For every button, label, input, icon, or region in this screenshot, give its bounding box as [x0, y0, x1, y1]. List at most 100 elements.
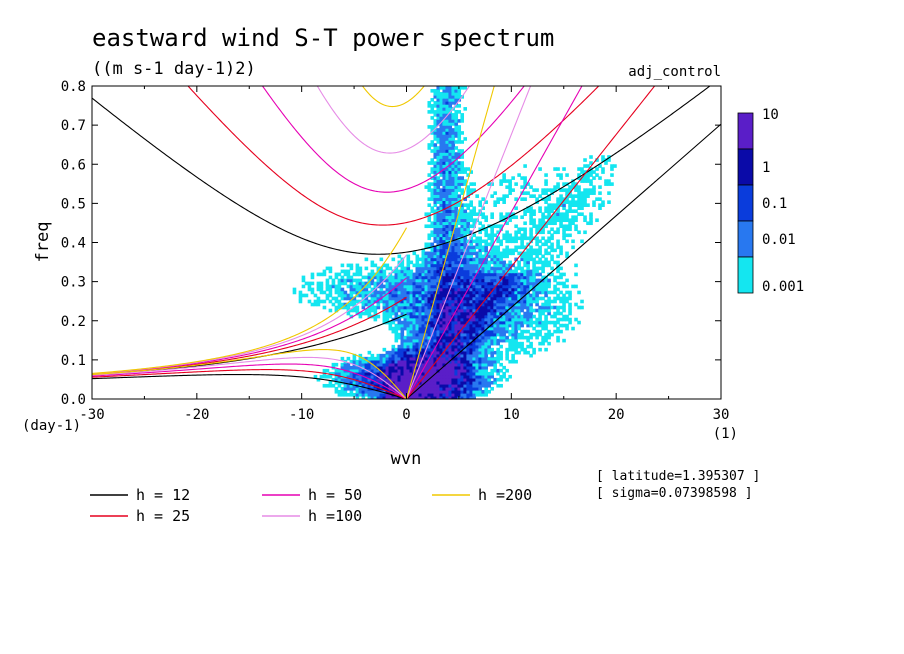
contour-cell — [460, 314, 465, 319]
contour-cell — [424, 251, 429, 256]
contour-cell — [481, 347, 485, 352]
contour-cell — [565, 218, 569, 223]
contour-cell — [568, 224, 572, 229]
contour-cell — [409, 260, 414, 265]
contour-cell — [433, 392, 438, 397]
contour-cell — [370, 260, 375, 265]
contour-cell — [364, 371, 369, 376]
contour-cell — [529, 344, 533, 349]
contour-cell — [466, 212, 470, 217]
contour-cell — [553, 248, 557, 253]
contour-cell — [433, 128, 438, 132]
contour-cell — [490, 260, 494, 265]
contour-cell — [505, 329, 509, 334]
contour-cell — [382, 374, 387, 379]
contour-cell — [379, 299, 384, 304]
contour-cell — [487, 278, 491, 283]
contour-cell — [523, 296, 527, 301]
contour-cell — [532, 347, 536, 352]
inertia-gravity-curve — [316, 86, 471, 154]
contour-cell — [424, 386, 429, 391]
contour-cell — [466, 314, 470, 319]
contour-cell — [445, 356, 450, 361]
contour-cell — [541, 281, 545, 286]
contour-cell — [448, 227, 453, 232]
contour-cell — [523, 299, 527, 304]
contour-cell — [442, 203, 447, 207]
contour-cell — [424, 305, 429, 310]
contour-cell — [439, 257, 444, 262]
contour-cell — [466, 353, 470, 358]
contour-cell — [583, 218, 587, 223]
contour-cell — [535, 260, 539, 265]
contour-cell — [451, 206, 456, 210]
contour-cell — [481, 374, 485, 379]
contour-cell — [562, 272, 566, 277]
contour-cell — [538, 320, 542, 325]
contour-cell — [445, 230, 450, 235]
contour-cell — [463, 392, 468, 397]
contour-cell — [520, 236, 524, 241]
contour-cell — [409, 317, 414, 322]
contour-cell — [340, 275, 345, 280]
contour-cell — [466, 188, 470, 192]
contour-cell — [508, 239, 512, 244]
contour-cell — [466, 206, 470, 210]
contour-cell — [472, 212, 476, 217]
contour-cell — [406, 308, 411, 313]
contour-cell — [448, 101, 453, 105]
contour-cell — [442, 266, 447, 271]
contour-cell — [403, 380, 408, 385]
contour-cell — [451, 182, 456, 186]
contour-cell — [355, 269, 360, 274]
contour-cell — [382, 317, 387, 322]
contour-cell — [472, 320, 476, 325]
contour-cell — [496, 287, 500, 292]
contour-cell — [472, 209, 476, 213]
contour-cell — [430, 194, 435, 198]
contour-cell — [382, 284, 387, 289]
contour-cell — [538, 245, 542, 250]
contour-cell — [388, 275, 393, 280]
contour-cell — [466, 260, 470, 265]
contour-cell — [448, 146, 453, 150]
contour-cell — [460, 113, 465, 117]
contour-cell — [394, 272, 399, 277]
contour-cell — [490, 194, 494, 198]
contour-cell — [478, 386, 482, 391]
contour-cell — [409, 269, 414, 274]
contour-cell — [481, 392, 485, 397]
contour-cell — [415, 275, 420, 280]
contour-cell — [439, 152, 444, 156]
contour-cell — [388, 386, 393, 391]
contour-cell — [445, 281, 450, 286]
contour-cell — [580, 299, 584, 304]
contour-cell — [493, 302, 497, 307]
contour-cell — [451, 251, 456, 256]
contour-cell — [436, 392, 441, 397]
contour-cell — [454, 350, 459, 355]
contour-cell — [508, 320, 512, 325]
contour-cell — [478, 236, 482, 241]
contour-cell — [334, 377, 339, 382]
contour-cell — [574, 272, 578, 277]
contour-cell — [451, 326, 456, 331]
contour-cell — [427, 215, 432, 220]
y-axis-label: freq — [33, 222, 53, 263]
contour-cell — [460, 221, 465, 226]
contour-cell — [466, 395, 470, 399]
contour-cell — [418, 287, 423, 292]
contour-cell — [478, 317, 482, 322]
contour-cell — [460, 323, 465, 328]
contour-cell — [511, 314, 515, 319]
contour-cell — [487, 377, 491, 382]
contour-cell — [448, 320, 453, 325]
contour-cell — [487, 260, 491, 265]
contour-cell — [448, 311, 453, 316]
contour-cell — [439, 92, 444, 96]
contour-cell — [529, 275, 533, 280]
contour-cell — [523, 287, 527, 292]
contour-cell — [424, 224, 429, 229]
contour-cell — [493, 326, 497, 331]
contour-cell — [520, 320, 524, 325]
